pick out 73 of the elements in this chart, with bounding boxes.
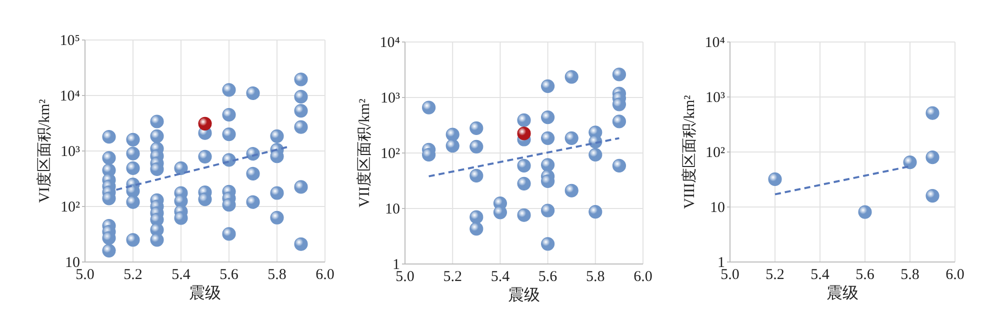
x-axis-title: 震级 [826,285,858,302]
x-tick-label: 5.2 [766,267,784,283]
point [470,140,484,154]
point [588,148,602,162]
x-tick-label: 5.6 [856,267,875,283]
y-tick-label: 10³ [380,90,400,106]
x-tick-label: 5.4 [810,267,830,283]
x-tick-label: 5.4 [490,269,510,285]
point [541,110,555,124]
y-tick-label: 10⁴ [60,88,80,104]
point [858,205,872,219]
x-tick-label: 5.6 [220,267,239,283]
x-tick-label: 6.0 [634,269,652,285]
y-tick-label: 10³ [60,144,80,160]
x-tick-label: 5.8 [900,267,920,283]
point [446,128,460,142]
x-tick-label: 5.6 [538,269,558,285]
point [470,210,484,224]
point [588,205,602,219]
x-axis-title: 震级 [189,285,221,302]
point [903,155,917,170]
point [926,106,940,120]
point [564,70,578,84]
point [541,174,555,188]
y-axis-title: VIII度区面积/km² [681,94,698,209]
x-tick-label: 5.0 [396,269,414,285]
point [470,168,484,182]
x-tick-label: 5.4 [172,267,191,283]
point [541,237,555,251]
x-axis-title: 震级 [508,287,540,304]
point [541,79,555,93]
point [612,158,626,173]
point [564,184,578,198]
x-tick-label: 5.2 [443,269,462,285]
point [493,206,507,220]
y-tick-label: 10 [710,200,725,216]
point [612,68,626,82]
y-tick-label: 10⁵ [60,33,80,49]
y-tick-label: 10⁴ [704,35,725,51]
point [564,131,578,145]
point [541,204,555,218]
point [517,126,531,140]
point [422,148,436,162]
point [446,138,460,153]
point [517,113,531,127]
y-tick-label: 10 [385,202,400,218]
point [926,188,940,203]
point [541,158,555,172]
point [470,222,484,236]
y-tick-label: 10² [60,200,80,216]
x-tick-label: 5.0 [720,267,740,283]
point [768,172,782,186]
y-tick-label: 10² [706,145,726,161]
x-tick-label: 5.8 [268,267,286,283]
point [422,100,436,114]
y-axis-title: VII度区面积/km² [356,98,373,208]
x-tick-label: 5.8 [586,269,605,285]
y-axis-title: VI度区面积/km² [36,98,53,203]
point [926,150,940,164]
point [517,208,531,222]
x-tick-label: 5.2 [124,267,142,283]
y-tick-label: 10² [380,146,400,162]
point [470,121,484,135]
y-tick-label: 10⁴ [380,35,400,51]
point [612,114,626,128]
y-tick-label: 10³ [706,90,726,106]
point [517,176,531,190]
point [612,98,626,112]
x-tick-label: 6.0 [946,267,964,283]
x-tick-label: 5.0 [76,267,94,283]
point [541,131,555,145]
point [517,158,531,173]
x-tick-label: 6.0 [316,267,334,283]
